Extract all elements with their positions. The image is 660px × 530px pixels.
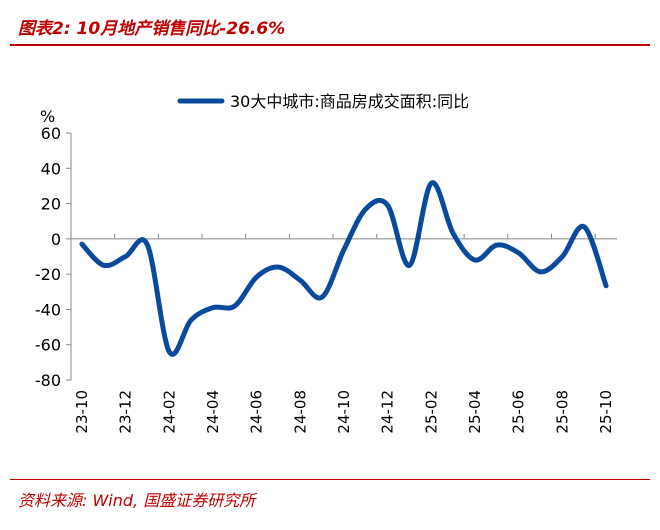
x-tick-label: 24-08 bbox=[291, 390, 309, 434]
legend-label: 30大中城市:商品房成交面积:同比 bbox=[230, 92, 469, 111]
y-tick-label: -20 bbox=[35, 265, 61, 284]
source-note: 资料来源: Wind, 国盛证券研究所 bbox=[18, 491, 256, 510]
source-divider bbox=[10, 479, 650, 480]
x-tick-label: 23-12 bbox=[117, 390, 135, 434]
x-tick-label: 24-10 bbox=[335, 390, 353, 434]
x-tick-label: 24-04 bbox=[204, 390, 222, 434]
series-line bbox=[79, 180, 609, 357]
x-tick-label: 25-08 bbox=[553, 390, 571, 434]
title-divider bbox=[10, 44, 650, 46]
figure-title: 图表2: 10月地产销售同比-26.6% bbox=[18, 19, 286, 39]
x-tick-label: 25-06 bbox=[510, 390, 528, 434]
y-axis-unit: % bbox=[40, 107, 55, 126]
x-tick-label: 24-12 bbox=[379, 390, 397, 434]
y-tick-label: -60 bbox=[35, 336, 61, 355]
y-tick-label: 40 bbox=[41, 159, 61, 178]
y-tick-label: 20 bbox=[41, 195, 61, 214]
y-tick-label: -40 bbox=[35, 300, 61, 319]
x-tick-label: 25-02 bbox=[422, 390, 440, 434]
x-tick-label: 23-10 bbox=[73, 390, 91, 434]
y-tick-label: -80 bbox=[35, 371, 61, 390]
x-tick-label: 24-02 bbox=[160, 390, 178, 434]
x-tick-label: 25-10 bbox=[597, 390, 615, 434]
y-tick-label: 60 bbox=[41, 124, 61, 143]
y-tick-label: 0 bbox=[51, 230, 61, 249]
x-tick-label: 24-06 bbox=[248, 390, 266, 434]
x-tick-label: 25-04 bbox=[466, 390, 484, 434]
line-chart: 60 40 20 0 -20 -40 -60 -80% 23-10 23-12 24-02 24-04… bbox=[35, 92, 617, 434]
